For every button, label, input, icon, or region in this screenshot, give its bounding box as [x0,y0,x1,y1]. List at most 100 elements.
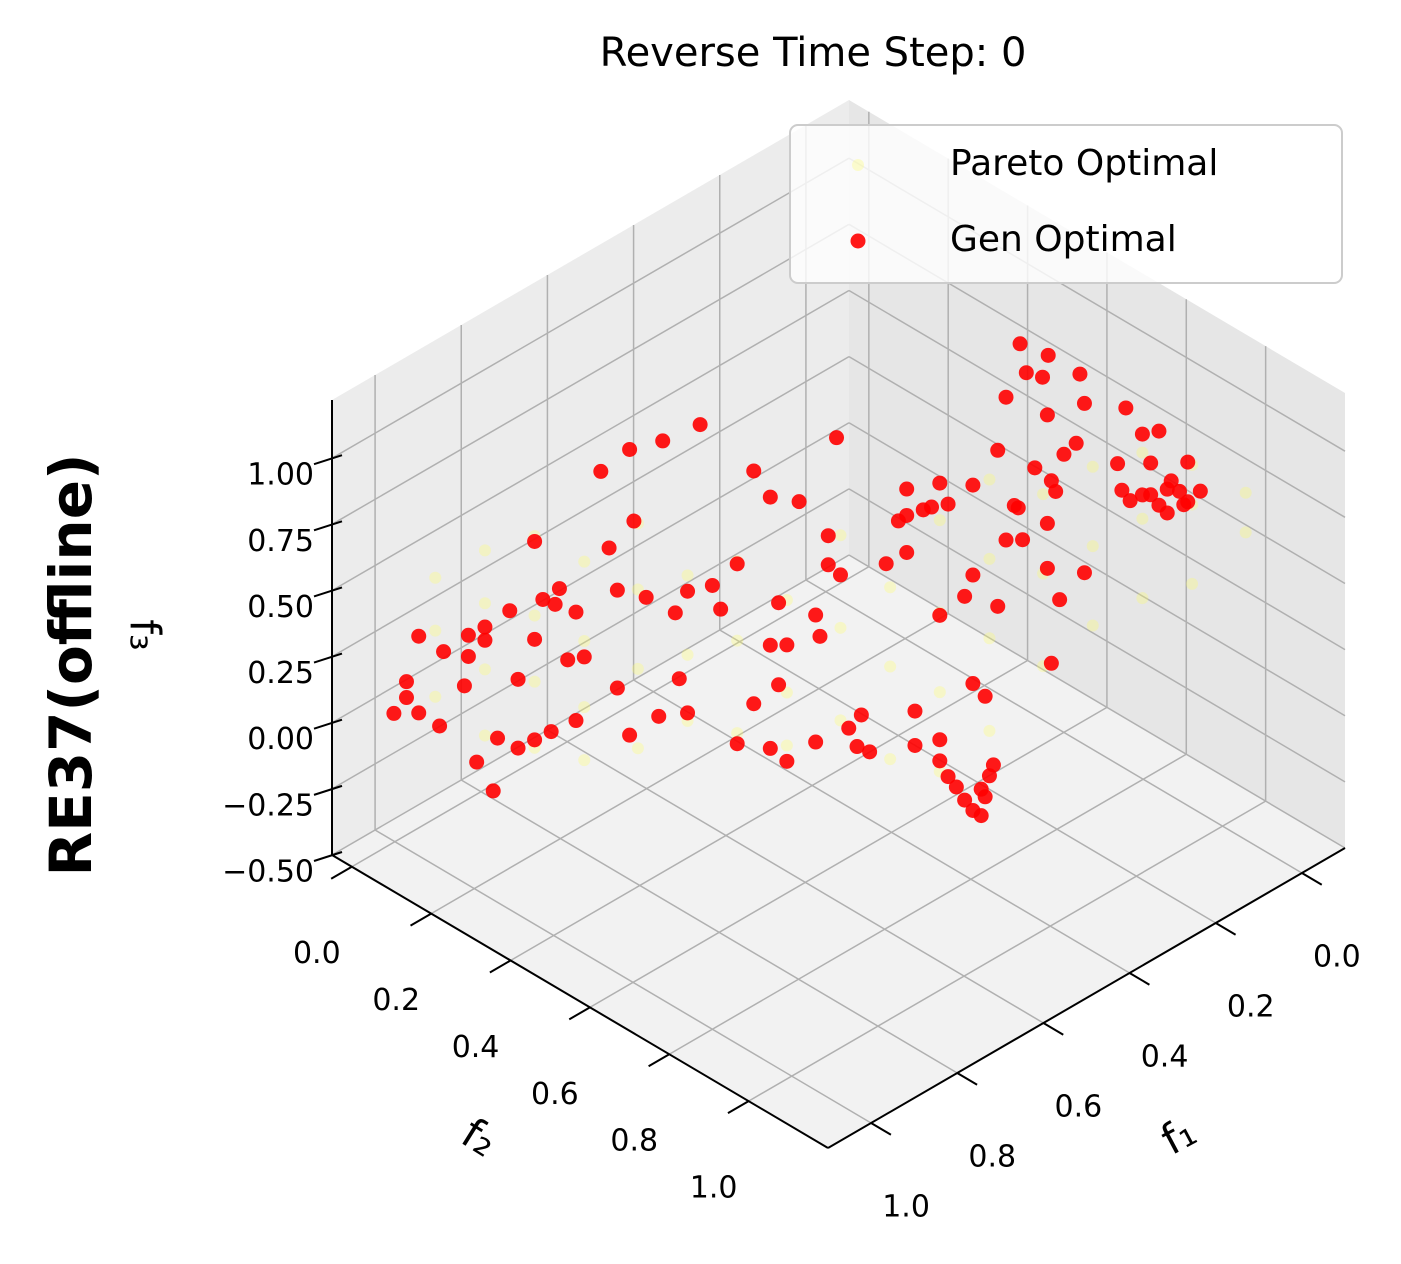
point [1143,455,1159,471]
point [977,688,993,704]
point [578,701,591,714]
x-tick [870,1122,892,1136]
z-tick [313,454,343,466]
point [1040,347,1056,363]
grid-line [848,488,1346,783]
z-tick-label: −0.50 [222,855,314,890]
point [593,463,609,479]
grid-line [351,566,870,868]
point [932,753,948,769]
point [940,769,956,785]
point [478,597,491,610]
point [667,605,683,621]
point [731,634,744,647]
point [576,649,592,665]
point [762,489,778,505]
point [655,433,671,449]
grid-line [848,554,1346,849]
point [651,708,667,724]
point [1012,336,1028,352]
point [578,635,591,648]
point [808,734,824,750]
point [1180,454,1196,470]
point [1136,446,1149,459]
point [1086,619,1099,632]
point [1136,592,1149,605]
z-tick [313,851,343,862]
y-tick-label: 0.6 [531,1077,579,1112]
floor-pane [332,555,1345,1148]
point [729,556,745,572]
point [1186,577,1199,590]
point [933,686,946,699]
point [622,441,638,457]
point [398,674,414,690]
point [680,583,696,599]
y-axis-line [331,854,829,1149]
right-wall-pane [849,100,1345,848]
plot-area: 0.0 0.2 0.4 0.6 0.8 1.0 0.0 0.2 0.4 0.6 0.8 1.0 −0.5… [222,100,1361,1225]
point [834,529,847,542]
point [1171,483,1187,499]
point [933,514,946,527]
point [932,475,948,491]
grid-line [848,289,1346,585]
point [746,696,762,712]
point [834,621,847,634]
point [477,619,493,635]
x-axis-line [827,847,1346,1149]
point [609,680,625,696]
x-tick-label: 1.0 [882,1190,930,1225]
point [1052,592,1068,608]
point [973,781,989,797]
point [1048,483,1064,499]
z-tick-label: 1.00 [247,458,314,493]
point [779,637,795,653]
point [578,754,591,767]
x-tick [1042,1022,1064,1036]
point [1039,560,1055,576]
grid-line [848,422,1346,717]
y-tick-label: 0.4 [452,1030,500,1065]
y-tick [568,1006,591,1021]
point [762,637,778,653]
point [1151,423,1167,439]
grid-line [331,355,850,658]
point [983,724,996,737]
grid-line [668,753,1187,1055]
point [436,644,452,660]
point [386,705,402,721]
point [998,532,1014,548]
point [812,628,828,644]
point [779,753,795,769]
z-axis-label: f₃ [121,619,170,651]
x-tick [1215,922,1237,936]
point [965,676,981,692]
z-tick [313,652,343,664]
point [429,571,442,584]
point [780,739,793,752]
point [820,557,836,573]
x-tick-label: 0.2 [1227,990,1275,1025]
point [543,724,559,740]
point [832,567,848,583]
point [622,727,638,743]
point [609,582,625,598]
point [985,757,1001,773]
point [907,737,923,753]
z-tick [313,586,343,598]
grid-line [331,223,850,525]
point [560,652,576,668]
point [1118,400,1134,416]
point [762,740,778,756]
point [485,783,501,799]
point [1114,482,1130,498]
y-tick [648,1053,670,1068]
grid-line [805,579,1303,874]
point [983,473,996,486]
x-tick-label: 0.8 [968,1140,1016,1175]
point [998,389,1014,405]
point [932,732,948,748]
point [907,703,923,719]
